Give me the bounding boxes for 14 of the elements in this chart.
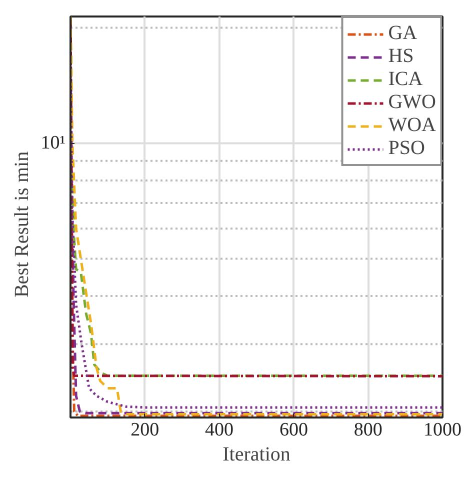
legend-label: ICA — [388, 68, 423, 91]
legend-label: PSO — [388, 137, 425, 160]
x-tick-label: 600 — [279, 420, 308, 440]
legend-label: WOA — [388, 114, 436, 137]
x-tick-label: 800 — [354, 420, 382, 440]
x-axis-title: Iteration — [222, 444, 290, 466]
x-tick-label: 400 — [205, 420, 234, 440]
x-tick-label: 1000 — [424, 420, 462, 440]
x-tick-label: 200 — [130, 420, 160, 440]
text: 10¹ — [40, 132, 66, 154]
legend-label: GWO — [388, 91, 436, 114]
legend-label: GA — [388, 22, 418, 45]
y-axis-title: Best Result is min — [10, 151, 33, 298]
legend-label: HS — [388, 45, 414, 68]
